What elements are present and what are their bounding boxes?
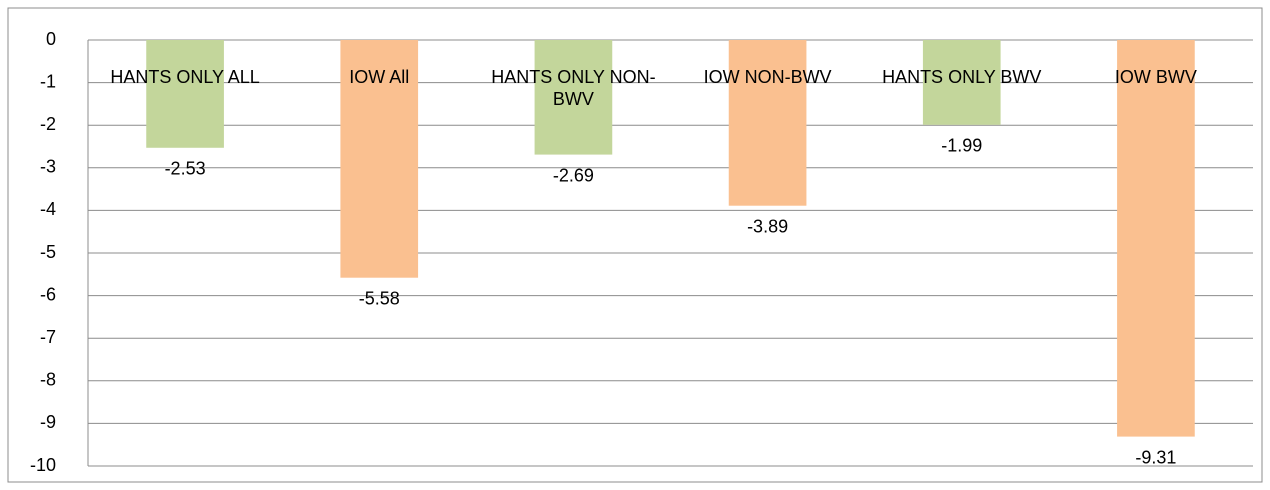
category-label: HANTS ONLY ALL (110, 67, 260, 87)
bar (534, 40, 613, 155)
category-label: HANTS ONLY BWV (882, 67, 1042, 87)
category-label: IOW BWV (1114, 67, 1197, 87)
category-label: IOW All (349, 67, 410, 87)
value-label: -5.58 (359, 288, 400, 308)
y-tick-label: -9 (40, 412, 56, 432)
y-tick-label: -6 (40, 284, 56, 304)
value-label: -2.53 (165, 159, 206, 179)
y-tick-label: -3 (40, 157, 56, 177)
y-tick-label: -5 (40, 242, 56, 262)
bar (340, 40, 419, 278)
y-tick-label: 0 (46, 29, 56, 49)
category-label: HANTS ONLY NON-BWV (491, 67, 656, 109)
y-tick-label: -8 (40, 370, 56, 390)
category-label: IOW NON-BWV (703, 67, 832, 87)
value-label: -3.89 (747, 216, 788, 236)
value-label: -1.99 (941, 136, 982, 156)
bar (922, 40, 1001, 125)
y-tick-label: -7 (40, 327, 56, 347)
value-label: -9.31 (1135, 447, 1176, 467)
bar (1117, 40, 1195, 437)
y-tick-label: -1 (40, 71, 56, 91)
bar (728, 40, 807, 206)
y-tick-label: -10 (30, 455, 56, 475)
y-tick-label: -2 (40, 114, 56, 134)
bar (146, 40, 224, 148)
y-tick-label: -4 (40, 199, 56, 219)
value-label: -2.69 (553, 165, 594, 185)
